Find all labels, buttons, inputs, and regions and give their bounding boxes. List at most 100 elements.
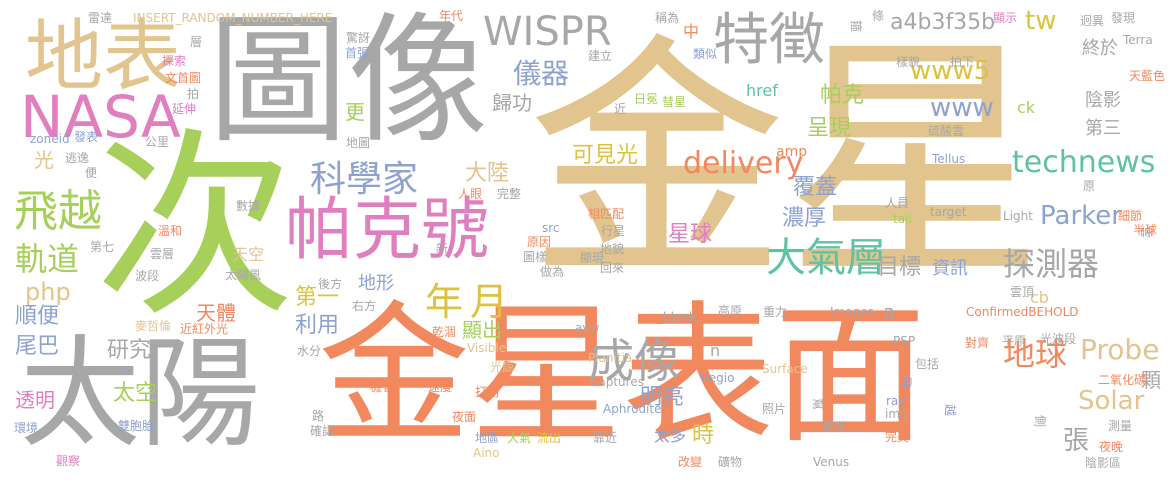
word-tiankong: 天空 (232, 245, 265, 264)
word-ditu: 地圖 (346, 136, 371, 150)
word-diqiu: 地球 (1003, 335, 1068, 373)
word-taiduo: 太多 (654, 426, 687, 445)
word-xianchu: 顯出 (462, 318, 502, 342)
word-yun: 雲 (1139, 226, 1153, 239)
word-houfang: 後方 (318, 277, 343, 291)
word-avw: avw (575, 321, 600, 335)
word-jinxing: 金星 (528, 13, 1044, 313)
word-xianshi: 顯示 (993, 11, 1018, 25)
word-chengwei: 稱為 (655, 11, 680, 25)
word-taikong: 太空 (113, 381, 158, 406)
word-wenshoutu: 文首圖 (165, 71, 202, 85)
word-xijie: 細節 (1118, 209, 1143, 223)
word-www: www (930, 93, 994, 123)
word-dakai: 打開 (475, 385, 500, 399)
word-fei: 飛 (899, 376, 913, 389)
word-taiyangfeng: 太陽風 (225, 268, 262, 282)
word-kuangwu: 礦物 (718, 455, 743, 469)
word-queren: 確認 (310, 424, 335, 438)
word-ray: ray (886, 394, 906, 408)
word-kexuejia: 科學家 (310, 159, 419, 200)
word-tanceqi: 探測器 (1003, 245, 1100, 283)
word-xin: 新 (436, 242, 449, 256)
word-boduan: 波段 (135, 269, 160, 283)
word-dalu: 大陸 (465, 161, 510, 186)
word-geng: 更 (345, 100, 365, 124)
word-tellus: Tellus (932, 152, 966, 166)
word-huilai: 回來 (600, 261, 625, 275)
word-bian: 便 (85, 166, 98, 180)
word-erynghuatan: 二氧化碳 (1098, 373, 1147, 387)
word-guancha: 觀察 (56, 454, 81, 468)
word-dimao: 地貌 (600, 242, 625, 256)
word-captures: Captures (590, 375, 644, 389)
word-yunding: 雲頂 (1010, 285, 1035, 299)
word-xingxing: 行星 (601, 224, 626, 238)
word-yunceng: 雲層 (150, 247, 175, 261)
word-fugai: 覆蓋 (793, 175, 838, 200)
word-ceng: 層 (190, 35, 203, 49)
word-renyuan: 人員 (885, 196, 910, 210)
word-ganzao: 乾涸 (432, 325, 457, 339)
word-tuxiang: 圖像 (208, 0, 489, 163)
word-delivery: delivery (683, 146, 804, 181)
word-huixing: 彗星 (662, 95, 687, 109)
word-pingyuan: 平原 (1002, 334, 1027, 348)
word-zhaopian: 照片 (762, 402, 787, 416)
word-chengxiang: 成像 (588, 334, 680, 388)
word-diqu: 地區 (475, 431, 500, 445)
word-shi: 時 (692, 423, 715, 448)
word-liuchu: 流出 (537, 431, 562, 445)
word-tail: tail (893, 212, 912, 226)
word-ceyue: 測量 (1108, 419, 1133, 433)
word-a4b: a4b3f35b (890, 10, 996, 35)
word-banqiu: 半球 (1133, 223, 1158, 237)
word-target: target (930, 205, 967, 219)
word-tezheng: 特徵 (713, 8, 825, 73)
word-surface: Surface (762, 362, 808, 376)
word-technews: technews (1012, 145, 1156, 180)
word-yinying: 陰影 (1085, 90, 1121, 111)
word-href: href (746, 81, 778, 100)
word-blank: _blank (657, 310, 696, 324)
word-nian: 年 (425, 280, 464, 324)
word-amp: amp (776, 144, 808, 160)
word-gaibian: 改變 (678, 455, 703, 469)
word-aphrodite: Aphrodite (603, 402, 662, 416)
word-disan: 第三 (1085, 118, 1121, 139)
word-faxian: 發現 (1111, 11, 1136, 25)
word-gaoyuan: 高原 (718, 304, 743, 318)
word-zixun: 資訊 (932, 258, 968, 279)
word-images: Images (830, 305, 874, 319)
word-jiongyi: 迥異 (1080, 14, 1105, 28)
word-regio: Regio (701, 371, 735, 385)
word-xingqiu: 星球 (668, 222, 713, 247)
word-shuifen: 水分 (297, 344, 322, 358)
word-jinhongwaiguang: 近紅外光 (180, 322, 229, 336)
word-light: Light (1003, 209, 1033, 223)
word-weiba: 尾巴 (15, 334, 60, 359)
word-kejianguang: 可見光 (572, 143, 639, 168)
word-leida: 雷達 (88, 11, 113, 25)
word-zhongyu: 終於 (1082, 38, 1118, 59)
word-mubiao: 目標 (877, 255, 922, 280)
word-guang: 光 (34, 148, 54, 172)
word-dibiao: 地表 (25, 12, 182, 102)
word-baokuo: 包括 (915, 357, 940, 371)
word-shouzhang: 首張 (345, 46, 370, 60)
word-zheng: 箍 (849, 20, 863, 33)
word-wenhe: 溫和 (158, 224, 183, 238)
word-ck: ck (1017, 98, 1036, 117)
word-fabiao: 發表 (74, 130, 99, 144)
word-yangmao: 樣貌 (896, 55, 921, 69)
word-jinxing-biaomian: 金星表面 (318, 287, 926, 464)
word-terra: Terra (1123, 33, 1153, 47)
word-php: php (25, 278, 71, 306)
word-chengxian: 呈現 (807, 116, 852, 141)
word-yuan: 原 (1083, 179, 1096, 193)
word-daqiceng: 大氣層 (766, 235, 886, 281)
word-taiyang: 太陽 (20, 325, 260, 464)
word-shunbian: 順便 (15, 304, 60, 329)
word-tw: tw (1025, 6, 1057, 36)
